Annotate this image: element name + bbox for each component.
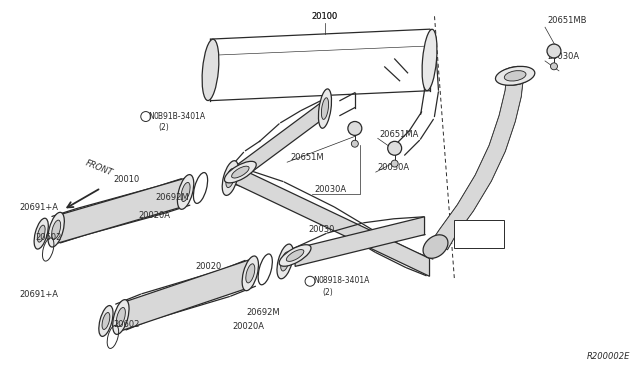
Text: 20691+A: 20691+A bbox=[19, 203, 58, 212]
Circle shape bbox=[547, 44, 561, 58]
Ellipse shape bbox=[102, 312, 110, 330]
Ellipse shape bbox=[497, 67, 533, 85]
Text: 20020A: 20020A bbox=[232, 322, 264, 331]
Ellipse shape bbox=[222, 161, 239, 195]
Polygon shape bbox=[56, 178, 186, 244]
Text: 20010: 20010 bbox=[113, 175, 139, 184]
Polygon shape bbox=[295, 217, 424, 266]
Ellipse shape bbox=[286, 250, 304, 262]
Ellipse shape bbox=[34, 218, 48, 249]
Ellipse shape bbox=[422, 29, 437, 91]
Text: 20020A: 20020A bbox=[139, 211, 171, 220]
Text: 0B91B-3401A: 0B91B-3401A bbox=[154, 112, 206, 121]
Ellipse shape bbox=[319, 89, 332, 128]
Text: (2): (2) bbox=[322, 288, 333, 297]
Text: (2): (2) bbox=[159, 124, 170, 132]
Circle shape bbox=[351, 140, 358, 147]
Text: 20400: 20400 bbox=[466, 230, 492, 239]
Ellipse shape bbox=[504, 71, 526, 81]
Ellipse shape bbox=[281, 252, 290, 271]
Circle shape bbox=[388, 141, 402, 155]
Ellipse shape bbox=[177, 174, 194, 209]
Ellipse shape bbox=[242, 256, 259, 291]
Text: R200002E: R200002E bbox=[588, 352, 630, 361]
Text: 20100: 20100 bbox=[312, 12, 338, 21]
Text: 20030A: 20030A bbox=[547, 52, 579, 61]
Text: 20692M: 20692M bbox=[246, 308, 280, 317]
Text: N: N bbox=[148, 112, 154, 121]
Text: 08918-3401A: 08918-3401A bbox=[318, 276, 369, 285]
Ellipse shape bbox=[99, 305, 113, 336]
Ellipse shape bbox=[279, 245, 311, 266]
Circle shape bbox=[550, 63, 557, 70]
Text: 20020: 20020 bbox=[196, 262, 222, 271]
Polygon shape bbox=[121, 259, 250, 331]
Ellipse shape bbox=[181, 182, 190, 202]
Circle shape bbox=[391, 160, 398, 167]
Text: 20100: 20100 bbox=[312, 12, 338, 21]
Text: 20030: 20030 bbox=[308, 225, 335, 234]
Ellipse shape bbox=[321, 98, 328, 119]
Ellipse shape bbox=[225, 161, 256, 183]
Text: 20651MA: 20651MA bbox=[380, 130, 419, 140]
Bar bbox=[454, 220, 504, 247]
Ellipse shape bbox=[52, 220, 61, 239]
Ellipse shape bbox=[116, 308, 125, 327]
Text: 20651M: 20651M bbox=[290, 153, 324, 162]
Text: 20692M: 20692M bbox=[156, 193, 189, 202]
Ellipse shape bbox=[48, 212, 65, 247]
Ellipse shape bbox=[37, 225, 45, 242]
Ellipse shape bbox=[202, 39, 219, 100]
Text: 20691+A: 20691+A bbox=[19, 290, 58, 299]
Ellipse shape bbox=[423, 235, 448, 258]
Polygon shape bbox=[236, 100, 325, 184]
Polygon shape bbox=[236, 166, 429, 276]
Text: N: N bbox=[313, 276, 319, 285]
Ellipse shape bbox=[232, 166, 249, 178]
Text: 20030A: 20030A bbox=[378, 163, 410, 172]
Text: 20651MB: 20651MB bbox=[547, 16, 586, 25]
Text: 20030A: 20030A bbox=[314, 185, 346, 194]
Polygon shape bbox=[429, 73, 523, 250]
Ellipse shape bbox=[277, 244, 293, 279]
Text: 20602: 20602 bbox=[35, 232, 61, 241]
Circle shape bbox=[348, 122, 362, 135]
Ellipse shape bbox=[113, 300, 129, 334]
Text: 20602: 20602 bbox=[113, 320, 140, 329]
Ellipse shape bbox=[226, 169, 235, 187]
Ellipse shape bbox=[495, 66, 535, 85]
Ellipse shape bbox=[246, 264, 255, 283]
Text: FRONT: FRONT bbox=[84, 159, 114, 178]
